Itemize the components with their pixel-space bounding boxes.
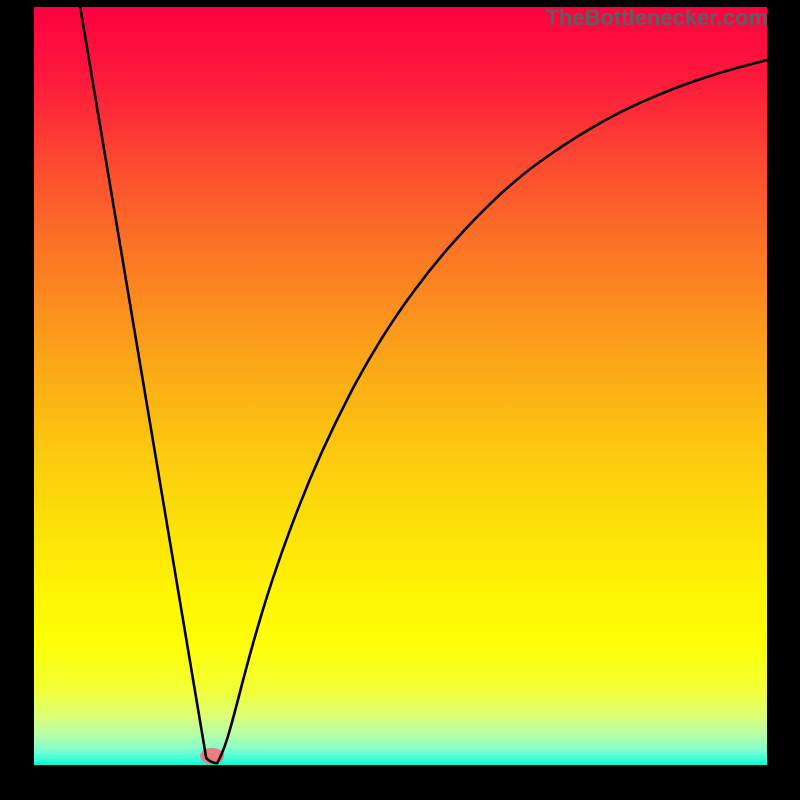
chart-svg [34, 7, 767, 765]
watermark-text: TheBottlenecker.com [545, 5, 768, 31]
chart-container: TheBottlenecker.com [0, 0, 800, 800]
plot-area [34, 7, 767, 765]
